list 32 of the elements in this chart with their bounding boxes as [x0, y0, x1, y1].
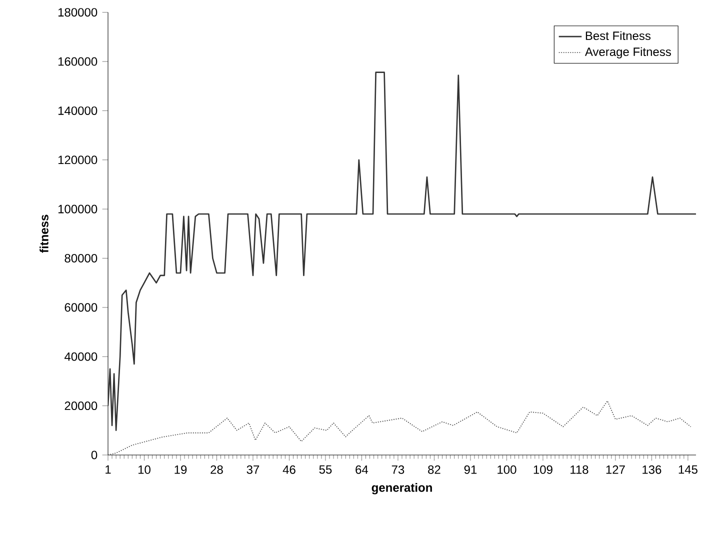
x-tick-label: 145 — [678, 465, 698, 474]
y-tick-label: 180000 — [58, 8, 98, 17]
x-axis-title: generation — [372, 483, 432, 494]
y-tick-label: 120000 — [58, 156, 98, 164]
y-axis-title: fitness — [40, 214, 48, 253]
y-tick-label: 80000 — [64, 254, 98, 263]
x-tick-label: 37 — [246, 465, 260, 474]
x-tick-label: 127 — [606, 465, 625, 474]
legend-label: Average Fitness — [584, 47, 671, 58]
y-tick-label: 40000 — [64, 352, 98, 361]
x-tick-label: 28 — [210, 465, 223, 474]
x-tick-label: 136 — [642, 465, 662, 474]
x-tick-label: 46 — [282, 465, 296, 474]
y-tick-label: 60000 — [64, 303, 98, 312]
legend-label: Best Fitness — [586, 31, 651, 40]
y-tick-label: 160000 — [58, 57, 98, 66]
y-tick-label: 140000 — [58, 106, 98, 115]
x-tick-label: 55 — [319, 465, 332, 474]
x-tick-label: 64 — [356, 465, 368, 474]
line-series — [108, 400, 692, 455]
y-tick-label: 20000 — [64, 402, 98, 410]
x-tick-label: 10 — [138, 465, 150, 474]
y-tick-label: 100000 — [58, 204, 98, 214]
x-tick-label: 19 — [174, 465, 187, 474]
x-tick-label: 91 — [464, 465, 477, 474]
x-tick-label: 73 — [392, 465, 404, 474]
x-tick-label: 82 — [428, 465, 440, 474]
x-tick-label: 100 — [498, 465, 516, 474]
x-tick-label: 118 — [570, 465, 588, 474]
y-tick-label: 0 — [91, 450, 98, 460]
x-tick-label: 1 — [106, 465, 111, 474]
x-tick-label: 109 — [534, 465, 552, 474]
